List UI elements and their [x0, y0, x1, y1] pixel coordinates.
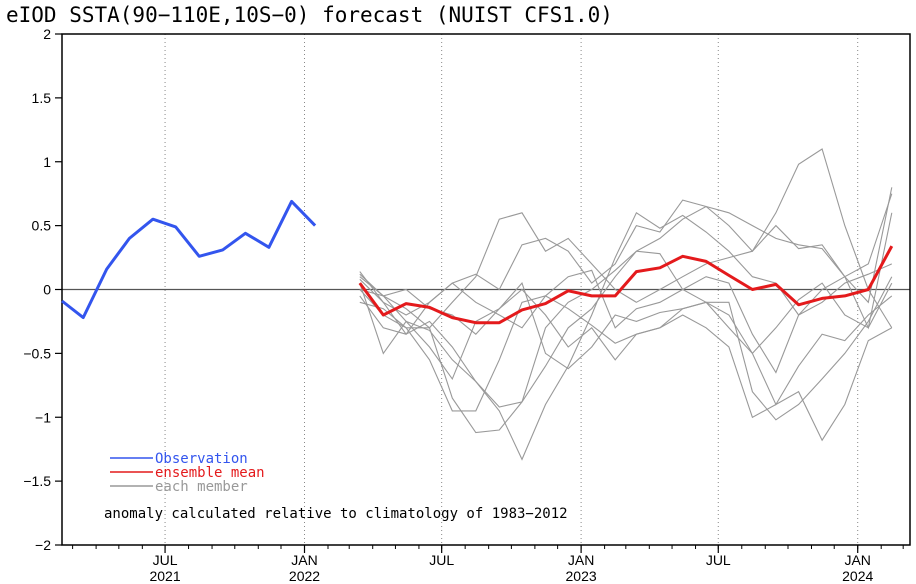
member-line-9 — [359, 276, 893, 421]
member-line-4 — [359, 212, 893, 330]
x-tick-month-4: JUL — [706, 552, 731, 568]
chart-title: eIOD SSTA(90−110E,10S−0) forecast (NUIST… — [6, 3, 613, 27]
y-tick-label-4: 0 — [43, 282, 51, 298]
y-tick-label-8: −2 — [35, 537, 51, 553]
member-line-8 — [359, 295, 893, 412]
legend-each-member-label: each member — [155, 479, 248, 495]
ensemble-mean-line — [358, 245, 894, 325]
observation-line — [61, 199, 317, 320]
x-tick-year-0: 2021 — [149, 568, 180, 584]
x-tick-month-1: JAN — [291, 552, 317, 568]
x-tick-month-3: JAN — [568, 552, 594, 568]
x-tick-year-3: 2023 — [566, 568, 597, 584]
x-tick-month-2: JUL — [429, 552, 454, 568]
x-tick-month-5: JAN — [844, 552, 870, 568]
legend-ensemble-mean-label: ensemble mean — [155, 465, 265, 481]
y-tick-label-0: 2 — [43, 26, 51, 42]
climatology-note: anomaly calculated relative to climatolo… — [104, 506, 568, 522]
y-tick-label-7: −1.5 — [23, 473, 51, 489]
member-line-3 — [359, 211, 893, 461]
y-tick-label-5: −0.5 — [23, 345, 51, 361]
y-tick-label-3: 0.5 — [32, 218, 52, 234]
x-tick-month-0: JUL — [153, 552, 178, 568]
y-tick-label-2: 1 — [43, 154, 51, 170]
x-tick-year-1: 2022 — [289, 568, 320, 584]
y-tick-label-1: 1.5 — [32, 90, 52, 106]
x-tick-year-5: 2024 — [842, 568, 873, 584]
legend-observation-label: Observation — [155, 451, 248, 467]
y-tick-label-6: −1 — [35, 409, 51, 425]
member-line-5 — [359, 250, 893, 408]
member-line-7 — [359, 282, 893, 442]
member-line-1 — [359, 148, 893, 434]
